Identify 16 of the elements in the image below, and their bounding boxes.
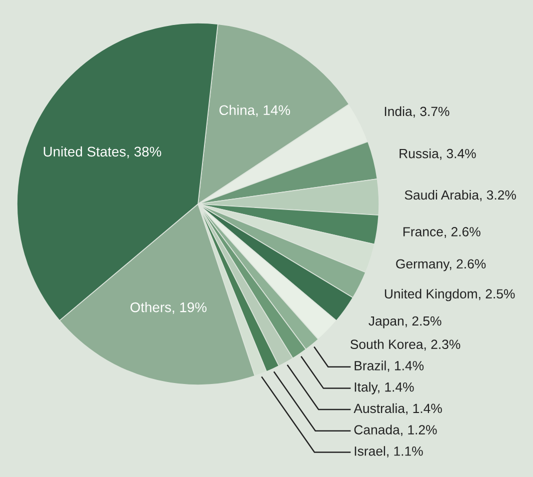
slice-label: South Korea, 2.3% [350, 339, 460, 351]
slice-label: France, 2.6% [403, 227, 480, 238]
slice-label: Canada, 1.2% [354, 424, 437, 436]
slice-label: Japan, 2.5% [368, 316, 442, 328]
slice-label: Germany, 2.6% [396, 259, 486, 272]
slice-label: Australia, 1.4% [354, 403, 442, 415]
slice-label: India, 3.7% [384, 106, 450, 118]
slice-label: Israel, 1.1% [354, 446, 423, 458]
slice-label: United States, 38% [44, 146, 162, 158]
slice-label: Italy, 1.4% [354, 382, 414, 394]
slice-label: Brazil, 1.4% [354, 360, 424, 372]
slice-label: Russia, 3.4% [400, 148, 476, 160]
slice-label: Saudi Arabia, 3.2% [404, 190, 516, 202]
slice-label: United Kingdom, 2.5% [384, 288, 515, 302]
slice-label: Others, 19% [130, 302, 207, 314]
slice-label: China, 14% [219, 104, 290, 117]
